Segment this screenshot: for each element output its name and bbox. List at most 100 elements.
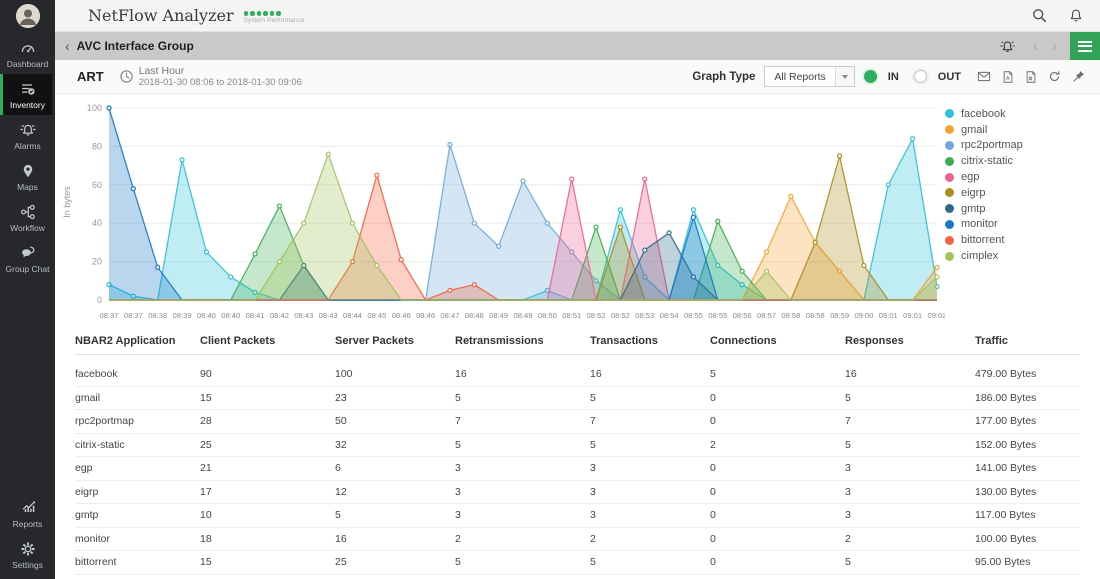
table-cell: 15 (200, 386, 335, 410)
pager-next-button[interactable]: › (1052, 37, 1057, 55)
table-cell: 21 (200, 456, 335, 481)
table-cell: 15 (200, 550, 335, 575)
chevron-down-icon (841, 74, 848, 79)
table-cell: 16 (845, 354, 975, 387)
sidebar-item-reports[interactable]: Reports (0, 493, 52, 534)
legend-item-cimplex[interactable]: cimplex (945, 248, 1097, 264)
table-row-eigrp: eigrp 17 12 3 3 0 3 130.00 Bytes (75, 480, 1080, 504)
export-pdf-button[interactable]: A (1001, 69, 1015, 85)
sidebar-item-label: Maps (17, 182, 38, 192)
sidebar-nav: Dashboard Inventory Alarms Maps Workflow Grou… (0, 33, 55, 579)
legend-item-gmtp[interactable]: gmtp (945, 201, 1097, 217)
legend-item-facebook[interactable]: facebook (945, 106, 1097, 122)
table-cell: 5 (710, 354, 845, 387)
table-cell: 10 (200, 503, 335, 528)
sidebar-item-group-chat[interactable]: Group Chat (0, 238, 52, 279)
table-cell: 95.00 Bytes (975, 550, 1080, 575)
search-button[interactable] (1031, 7, 1048, 24)
table-cell: 3 (455, 503, 590, 528)
sidebar-item-label: Dashboard (6, 59, 49, 69)
table-cell: 16 (455, 354, 590, 387)
table-cell: 5 (455, 433, 590, 457)
svg-text:08:58: 08:58 (781, 311, 800, 320)
legend-swatch (945, 156, 954, 166)
back-chevron-icon[interactable]: ‹ (65, 38, 70, 54)
svg-text:20: 20 (92, 257, 102, 267)
table-section: NBAR2 Application Client Packets Server Pa… (55, 326, 1100, 579)
clock-icon (120, 70, 133, 83)
sidebar-item-inventory[interactable]: Inventory (0, 74, 52, 115)
sidebar-item-settings[interactable]: Settings (0, 534, 52, 575)
svg-text:08:40: 08:40 (221, 311, 240, 320)
legend-item-eigrp[interactable]: eigrp (945, 185, 1097, 201)
table-cell: 5 (590, 386, 710, 410)
table-cell: 2 (845, 527, 975, 551)
table-cell: monitor (75, 527, 200, 551)
legend-item-bittorrent[interactable]: bittorrent (945, 232, 1097, 248)
graph-type-dropdown[interactable]: All Reports (764, 66, 855, 87)
table-cell: bittorrent (75, 550, 200, 575)
table-row-gmtp: gmtp 10 5 3 3 0 3 117.00 Bytes (75, 503, 1080, 528)
in-radio[interactable] (863, 70, 877, 83)
legend-item-egp[interactable]: egp (945, 169, 1097, 185)
pin-button[interactable] (1071, 69, 1086, 84)
legend-label: citrix-static (961, 155, 1013, 168)
table-row-bittorrent: bittorrent 15 25 5 5 0 5 95.00 Bytes (75, 550, 1080, 575)
legend-item-gmail[interactable]: gmail (945, 122, 1097, 138)
legend-label: facebook (961, 107, 1006, 120)
refresh-button[interactable] (1047, 69, 1062, 84)
svg-text:60: 60 (92, 180, 102, 190)
table-cell: 1 (455, 574, 590, 579)
svg-text:08:49: 08:49 (513, 311, 532, 320)
svg-text:08:39: 08:39 (173, 311, 192, 320)
svg-text:08:50: 08:50 (538, 311, 557, 320)
content-area: ART Last Hour 2018-01-30 08:06 to 2018-0… (55, 60, 1100, 579)
svg-text:08:55: 08:55 (684, 311, 703, 320)
svg-text:08:55: 08:55 (708, 311, 727, 320)
app-title: NetFlow Analyzer (88, 6, 234, 25)
table-cell: 0 (710, 550, 845, 575)
table-cell: 16 (335, 527, 455, 551)
alarm-action-button[interactable] (999, 38, 1016, 55)
svg-text:08:54: 08:54 (660, 311, 679, 320)
time-period-label: Last Hour (138, 64, 185, 77)
email-report-button[interactable] (976, 69, 992, 84)
svg-text:08:48: 08:48 (465, 311, 484, 320)
legend-item-monitor[interactable]: monitor (945, 217, 1097, 233)
chart-legend: facebook gmail rpc2portmap citrix-static egp… (945, 98, 1097, 326)
column-header: Responses (845, 326, 975, 355)
column-header: Retransmissions (455, 326, 590, 355)
table-cell: 5 (845, 386, 975, 410)
svg-text:08:37: 08:37 (99, 311, 118, 320)
svg-text:08:46: 08:46 (416, 311, 435, 320)
sidebar-item-alarms[interactable]: Alarms (0, 115, 52, 156)
table-cell: 7 (455, 409, 590, 434)
table-cell: 2 (590, 527, 710, 551)
notifications-button[interactable] (1068, 7, 1084, 24)
sidebar-item-workflow[interactable]: Workflow (0, 197, 52, 238)
time-period[interactable]: Last Hour 2018-01-30 08:06 to 2018-01-30… (118, 65, 302, 89)
table-cell: 12 (335, 480, 455, 504)
legend-item-citrix-static[interactable]: citrix-static (945, 153, 1097, 169)
legend-swatch (945, 172, 954, 182)
svg-text:08:37: 08:37 (124, 311, 143, 320)
svg-text:08:51: 08:51 (562, 311, 581, 320)
out-radio[interactable] (913, 70, 927, 83)
pager-prev-button[interactable]: ‹ (1033, 37, 1038, 55)
export-csv-button[interactable] (1024, 69, 1038, 85)
user-avatar[interactable] (15, 4, 40, 28)
table-cell: eigrp (75, 480, 200, 504)
csv-export-icon (1026, 70, 1036, 83)
legend-item-rpc2portmap[interactable]: rpc2portmap (945, 138, 1097, 154)
sidebar-item-dashboard[interactable]: Dashboard (0, 33, 52, 74)
table-cell: 32 (335, 433, 455, 457)
table-cell: cimplex (75, 574, 200, 579)
menu-button[interactable] (1070, 32, 1100, 60)
table-cell: 186.00 Bytes (975, 386, 1080, 410)
sidebar-item-maps[interactable]: Maps (0, 156, 52, 197)
svg-text:08:45: 08:45 (367, 311, 386, 320)
svg-text:0: 0 (97, 295, 102, 305)
table-cell: 1 (590, 574, 710, 579)
legend-label: eigrp (961, 186, 986, 199)
table-cell: 3 (845, 480, 975, 504)
